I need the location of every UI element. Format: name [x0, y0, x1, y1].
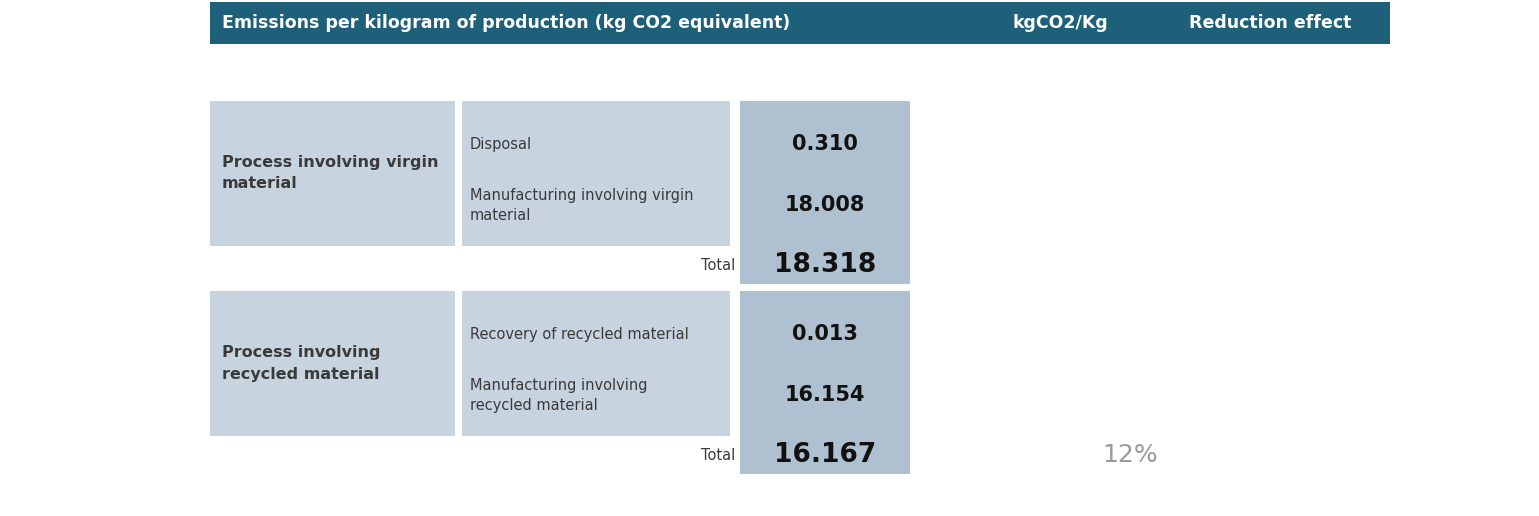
- Text: Manufacturing involving
recycled material: Manufacturing involving recycled materia…: [469, 378, 648, 413]
- Bar: [209, 2, 1390, 44]
- Bar: [462, 101, 729, 246]
- Bar: [209, 101, 456, 246]
- Bar: [740, 291, 910, 474]
- Text: 18.318: 18.318: [774, 252, 876, 278]
- Text: 12%: 12%: [1102, 443, 1157, 467]
- Text: kgCO2/Kg: kgCO2/Kg: [1013, 14, 1108, 32]
- Text: Recovery of recycled material: Recovery of recycled material: [469, 327, 689, 342]
- Text: Disposal: Disposal: [469, 137, 532, 152]
- Text: Manufacturing involving virgin
material: Manufacturing involving virgin material: [469, 188, 694, 223]
- Text: 16.167: 16.167: [774, 442, 876, 468]
- Bar: [740, 101, 910, 284]
- Text: 0.310: 0.310: [793, 135, 857, 154]
- Bar: [209, 291, 456, 436]
- Text: Emissions per kilogram of production (kg CO2 equivalent): Emissions per kilogram of production (kg…: [222, 14, 790, 32]
- Text: Reduction effect: Reduction effect: [1188, 14, 1351, 32]
- Text: 16.154: 16.154: [785, 385, 865, 406]
- Bar: [462, 291, 729, 436]
- Text: Process involving
recycled material: Process involving recycled material: [222, 346, 380, 381]
- Text: Total: Total: [700, 257, 736, 272]
- Text: 0.013: 0.013: [793, 325, 857, 345]
- Text: 18.008: 18.008: [785, 196, 865, 215]
- Text: Total: Total: [700, 447, 736, 462]
- Text: Process involving virgin
material: Process involving virgin material: [222, 155, 439, 191]
